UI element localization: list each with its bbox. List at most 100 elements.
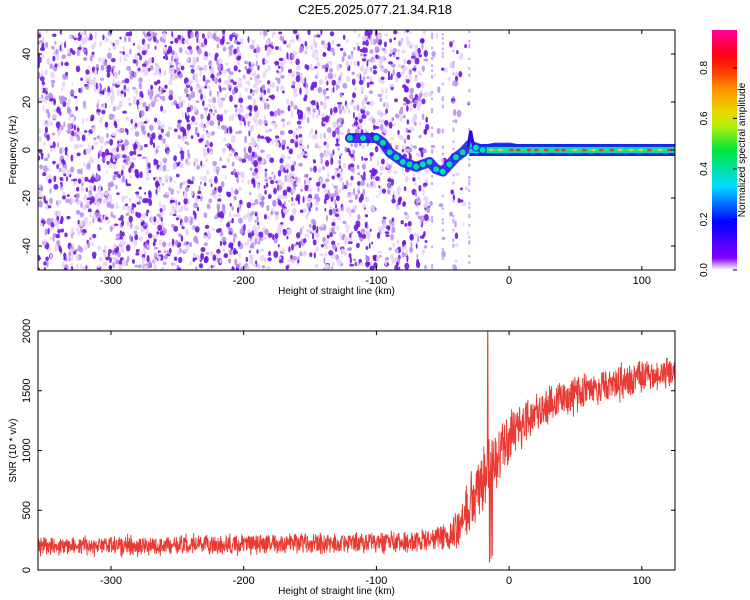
noise-speck [180, 65, 185, 71]
noise-speck [244, 242, 249, 246]
noise-speck [324, 181, 327, 185]
noise-speck [417, 47, 421, 55]
noise-speck [136, 153, 142, 157]
noise-speck [372, 69, 378, 75]
noise-speck [81, 182, 84, 186]
noise-speck [85, 187, 88, 192]
noise-speck [345, 206, 351, 214]
noise-speck [459, 52, 464, 56]
noise-speck [384, 120, 389, 126]
noise-speck [123, 91, 127, 98]
noise-speck [194, 196, 199, 203]
noise-speck [124, 54, 130, 58]
noise-speck [437, 86, 441, 94]
noise-speck [95, 82, 98, 90]
noise-speck [272, 234, 275, 241]
noise-speck [174, 210, 177, 214]
noise-speck [384, 260, 388, 266]
noise-speck [357, 33, 361, 38]
noise-speck [224, 130, 227, 134]
noise-speck [193, 121, 198, 126]
noise-speck [96, 102, 99, 110]
noise-speck [73, 250, 77, 255]
noise-speck [241, 158, 247, 163]
noise-speck [141, 212, 147, 219]
noise-speck [135, 88, 139, 95]
spectrogram-image [38, 30, 675, 270]
noise-speck [323, 150, 329, 158]
noise-speck [421, 42, 424, 50]
noise-speck [150, 84, 154, 91]
noise-speck [410, 241, 413, 248]
noise-speck [292, 80, 296, 86]
noise-speck [218, 193, 222, 197]
noise-speck [143, 143, 148, 148]
noise-speck [70, 253, 74, 261]
noise-speck [216, 248, 221, 254]
noise-speck [381, 188, 387, 194]
noise-speck [178, 63, 182, 67]
noise-speck [148, 103, 151, 110]
noise-speck [422, 30, 427, 36]
noise-speck [88, 76, 92, 83]
noise-streak [452, 267, 455, 270]
noise-speck [417, 196, 420, 201]
noise-speck [39, 76, 45, 82]
noise-speck [84, 30, 87, 36]
noise-speck [192, 258, 195, 262]
noise-speck [312, 239, 317, 246]
noise-speck [73, 37, 77, 41]
noise-speck [52, 33, 57, 37]
noise-speck [171, 50, 176, 56]
noise-speck [147, 37, 153, 42]
noise-streak [441, 52, 444, 55]
noise-speck [96, 67, 99, 71]
noise-speck [41, 87, 44, 93]
noise-speck [281, 248, 286, 253]
noise-speck [140, 125, 146, 131]
noise-speck [211, 131, 215, 136]
noise-speck [103, 156, 106, 162]
noise-speck [371, 59, 377, 63]
noise-speck [335, 167, 340, 172]
noise-speck [178, 96, 182, 102]
noise-speck [234, 35, 238, 41]
noise-speck [111, 58, 116, 63]
noise-speck [259, 149, 265, 153]
noise-speck [47, 205, 52, 209]
noise-speck [146, 212, 149, 217]
noise-speck [62, 73, 67, 80]
noise-speck [288, 129, 294, 134]
noise-speck [198, 67, 204, 71]
noise-speck [42, 165, 48, 173]
noise-speck [372, 207, 376, 212]
noise-speck [94, 69, 98, 76]
noise-speck [338, 108, 343, 115]
noise-speck [121, 175, 126, 183]
noise-speck [419, 100, 422, 107]
noise-speck [196, 164, 200, 170]
noise-speck [369, 169, 373, 173]
noise-speck [334, 143, 340, 147]
noise-speck [76, 127, 80, 133]
noise-speck [409, 87, 415, 94]
noise-speck [354, 86, 357, 91]
noise-speck [342, 34, 346, 40]
noise-speck [273, 110, 277, 118]
noise-speck [180, 153, 185, 160]
noise-speck [121, 143, 125, 152]
noise-speck [142, 46, 145, 51]
noise-speck [234, 188, 238, 196]
noise-speck [393, 170, 398, 174]
noise-speck [64, 41, 67, 49]
noise-speck [320, 223, 324, 228]
noise-speck [112, 256, 118, 261]
noise-speck [251, 72, 256, 77]
noise-speck [350, 153, 355, 158]
noise-speck [287, 43, 291, 49]
noise-speck [223, 137, 227, 142]
noise-speck [222, 45, 225, 48]
noise-speck [331, 222, 336, 227]
noise-streak [441, 152, 444, 156]
noise-speck [38, 155, 41, 161]
